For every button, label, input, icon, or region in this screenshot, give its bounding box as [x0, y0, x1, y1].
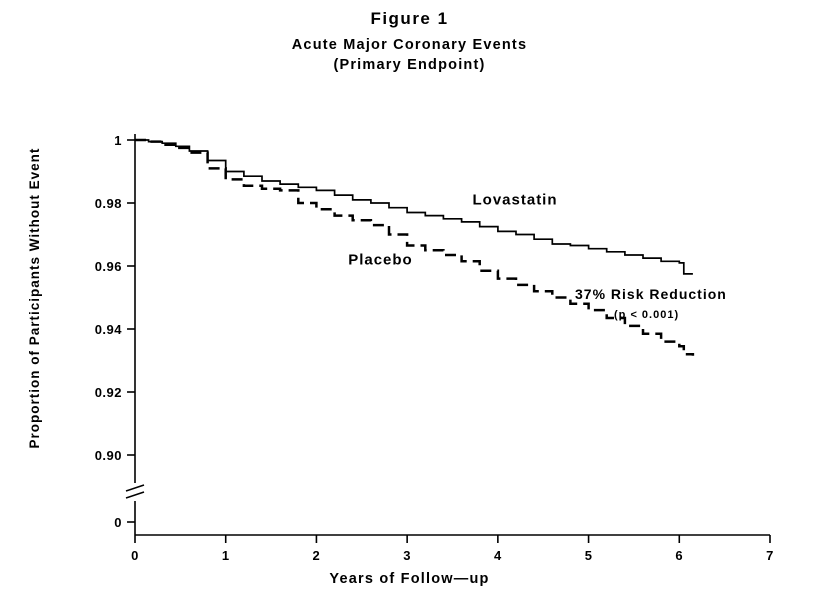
svg-text:0: 0: [131, 548, 139, 563]
y-axis-label: Proportion of Participants Without Event: [27, 147, 42, 449]
chart-subtitle-2: (Primary Endpoint): [333, 57, 486, 73]
svg-text:0.92: 0.92: [95, 385, 122, 400]
svg-text:6: 6: [675, 548, 683, 563]
svg-text:3: 3: [403, 548, 411, 563]
svg-text:2: 2: [313, 548, 321, 563]
chart-subtitle: Acute Major Coronary Events: [291, 37, 528, 53]
svg-text:1: 1: [114, 133, 122, 148]
svg-text:(p < 0.001): (p < 0.001): [614, 309, 679, 321]
svg-text:Placebo: Placebo: [348, 251, 413, 268]
svg-text:0.94: 0.94: [95, 322, 123, 337]
svg-text:7: 7: [766, 548, 774, 563]
svg-text:1: 1: [222, 548, 230, 563]
x-axis-label: Years of Follow—up: [329, 571, 490, 587]
chart-title: Figure 1: [370, 9, 449, 28]
svg-text:4: 4: [494, 548, 502, 563]
svg-text:5: 5: [585, 548, 593, 563]
svg-text:Lovastatin: Lovastatin: [473, 192, 558, 209]
svg-text:0.98: 0.98: [95, 196, 122, 211]
svg-text:37% Risk Reduction: 37% Risk Reduction: [575, 286, 727, 302]
svg-text:0.90: 0.90: [95, 448, 122, 463]
svg-text:0.96: 0.96: [95, 259, 122, 274]
svg-text:0: 0: [114, 515, 122, 530]
